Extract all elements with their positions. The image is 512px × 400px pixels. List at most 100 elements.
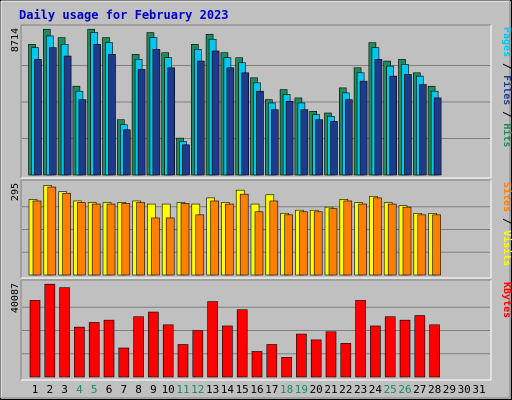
bar-kbytes-day-5 xyxy=(88,322,100,378)
visits_sites-y-max-label: 295 xyxy=(10,183,21,201)
x-tick-label-day-13: 13 xyxy=(206,383,219,396)
bar-sites-day-26 xyxy=(402,206,412,276)
x-tick-label-day-29: 29 xyxy=(443,383,456,396)
bar-pages-day-9 xyxy=(152,49,161,176)
bar-kbytes-day-8 xyxy=(133,316,144,378)
bar-pages-day-26 xyxy=(404,74,412,176)
x-tick-label-day-8: 8 xyxy=(135,383,142,396)
bar-kbytes-day-19 xyxy=(296,333,307,378)
bar-pages-day-2 xyxy=(48,47,57,176)
legend-entry: Visits xyxy=(501,230,512,266)
bar-kbytes-day-1 xyxy=(29,300,41,378)
bar-pages-day-22 xyxy=(344,99,353,176)
bar-pages-day-4 xyxy=(78,99,87,176)
bar-kbytes-day-20 xyxy=(310,339,322,378)
bar-sites-day-9 xyxy=(151,217,160,276)
bar-pages-day-25 xyxy=(389,75,398,176)
bar-sites-day-24 xyxy=(373,197,382,276)
bar-sites-day-6 xyxy=(106,203,116,276)
bar-pages-day-10 xyxy=(167,67,175,176)
bar-pages-day-12 xyxy=(197,60,205,176)
bar-sites-day-21 xyxy=(328,208,338,276)
legend-entry: Pages xyxy=(501,27,512,57)
bar-pages-day-21 xyxy=(330,121,338,176)
bar-pages-day-3 xyxy=(63,55,72,176)
bar-sites-day-13 xyxy=(210,200,219,276)
bar-sites-day-2 xyxy=(47,186,57,276)
bar-pages-day-6 xyxy=(108,54,116,176)
x-tick-label-day-23: 23 xyxy=(354,383,367,396)
bar-sites-day-27 xyxy=(417,214,427,276)
bar-pages-day-11 xyxy=(182,144,190,176)
bar-sites-day-25 xyxy=(387,203,397,276)
x-tick-label-day-7: 7 xyxy=(120,383,127,396)
bar-kbytes-day-2 xyxy=(44,283,56,378)
x-tick-label-day-24: 24 xyxy=(369,383,383,396)
legend-entry: / xyxy=(501,105,512,123)
bar-kbytes-day-9 xyxy=(148,311,159,378)
bar-kbytes-day-21 xyxy=(325,331,337,378)
bar-pages-day-27 xyxy=(418,84,427,176)
x-tick-label-day-22: 22 xyxy=(339,383,352,396)
legend-entry: Hits xyxy=(501,123,512,147)
bar-sites-day-1 xyxy=(32,200,42,276)
legend-entry: / xyxy=(501,57,512,75)
x-tick-label-day-5: 5 xyxy=(91,383,98,396)
legend-entry: / xyxy=(501,212,512,230)
x-tick-label-day-18: 18 xyxy=(280,383,293,396)
x-tick-label-day-3: 3 xyxy=(61,383,68,396)
bar-kbytes-day-16 xyxy=(251,351,263,378)
bar-sites-day-3 xyxy=(62,192,71,276)
bar-kbytes-day-27 xyxy=(414,315,426,378)
bar-pages-day-13 xyxy=(211,50,220,176)
x-tick-label-day-4: 4 xyxy=(76,383,83,396)
x-tick-label-day-19: 19 xyxy=(295,383,308,396)
x-tick-label-day-1: 1 xyxy=(32,383,39,396)
bar-sites-day-12 xyxy=(195,214,205,276)
x-tick-label-day-14: 14 xyxy=(221,383,235,396)
bar-pages-day-20 xyxy=(315,119,324,176)
x-tick-label-day-16: 16 xyxy=(250,383,263,396)
x-tick-label-day-10: 10 xyxy=(162,383,175,396)
bar-sites-day-4 xyxy=(77,202,86,276)
x-tick-label-day-2: 2 xyxy=(46,383,53,396)
bar-kbytes-day-3 xyxy=(59,287,70,378)
legend-entry: KBytes xyxy=(501,282,512,318)
bar-pages-day-19 xyxy=(300,109,309,176)
bar-sites-day-20 xyxy=(313,211,323,276)
chart-panels: 8714 Pages / Files / Hits 295 Sites / Visit… xyxy=(10,24,512,381)
x-tick-label-day-17: 17 xyxy=(265,383,278,396)
x-tick-label-day-6: 6 xyxy=(106,383,113,396)
bar-kbytes-day-23 xyxy=(355,300,366,378)
legend-entry: Files xyxy=(501,75,512,105)
x-tick-label-day-9: 9 xyxy=(150,383,157,396)
bar-kbytes-day-26 xyxy=(399,319,411,378)
x-tick-label-day-15: 15 xyxy=(236,383,249,396)
x-tick-label-day-28: 28 xyxy=(428,383,441,396)
x-tick-label-day-12: 12 xyxy=(191,383,204,396)
bar-kbytes-day-14 xyxy=(222,325,233,378)
bar-pages-day-18 xyxy=(285,100,294,176)
bar-pages-day-28 xyxy=(433,97,442,176)
x-tick-label-day-27: 27 xyxy=(413,383,426,396)
bar-pages-day-15 xyxy=(241,72,249,176)
bar-pages-day-16 xyxy=(256,90,264,176)
bar-pages-day-8 xyxy=(137,69,146,176)
x-tick-label-day-30: 30 xyxy=(458,383,471,396)
bar-sites-day-28 xyxy=(432,214,441,276)
bar-kbytes-day-17 xyxy=(266,344,278,378)
bar-kbytes-day-4 xyxy=(74,326,85,378)
x-tick-label-day-20: 20 xyxy=(310,383,323,396)
bar-pages-day-17 xyxy=(270,109,279,176)
bar-sites-day-14 xyxy=(225,203,234,276)
bar-sites-day-11 xyxy=(180,203,190,276)
bar-sites-day-7 xyxy=(121,203,131,276)
bar-sites-day-15 xyxy=(239,193,249,276)
bar-kbytes-day-13 xyxy=(207,301,218,378)
bar-kbytes-day-11 xyxy=(177,344,189,378)
bar-pages-day-23 xyxy=(359,80,368,176)
legend-entry: Sites xyxy=(501,182,512,212)
bar-kbytes-day-22 xyxy=(340,343,352,378)
x-tick-label-day-26: 26 xyxy=(398,383,411,396)
